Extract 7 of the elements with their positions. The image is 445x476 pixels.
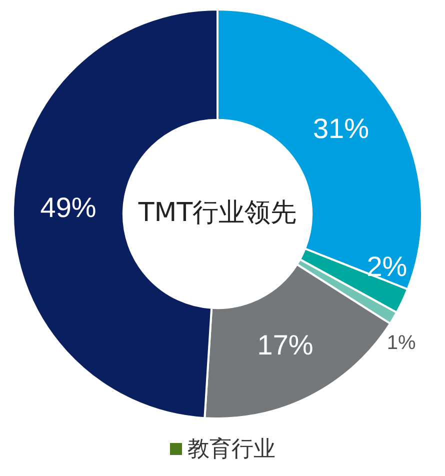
data-label: 2% — [366, 250, 408, 282]
text: 教育行业 — [188, 436, 276, 464]
text: TMT行业领先 — [137, 198, 297, 228]
data-label: 17% — [257, 330, 314, 361]
data-label: 31% — [312, 112, 369, 144]
data-label: 1% — [386, 332, 416, 354]
data-label: 49% — [40, 192, 96, 224]
